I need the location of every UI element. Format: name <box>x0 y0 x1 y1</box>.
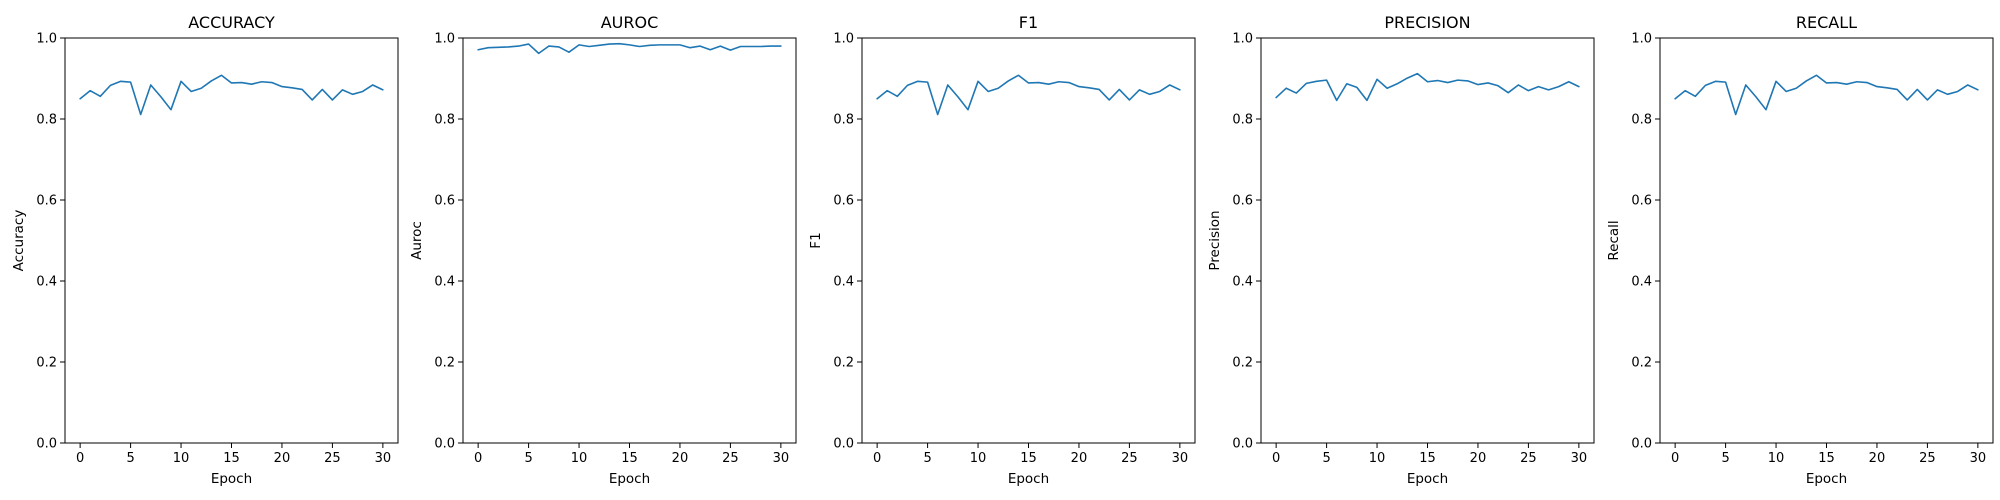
auroc-x-tick-label: 15 <box>621 451 638 466</box>
accuracy-x-tick-label: 15 <box>223 451 240 466</box>
f1-y-tick-label: 0.0 <box>833 437 854 452</box>
precision-x-tick-label: 30 <box>1571 451 1588 466</box>
auroc-x-axis-label: Epoch <box>609 471 650 487</box>
recall-series-line <box>1674 74 1979 116</box>
precision-y-tick-label: 0.4 <box>1232 275 1253 290</box>
precision-x-tick-label: 0 <box>1272 451 1280 466</box>
f1-y-tick-label: 0.2 <box>833 356 854 371</box>
recall-y-tick-label: 0.6 <box>1631 194 1652 209</box>
accuracy-y-tick-label: 0.2 <box>36 356 57 371</box>
f1-panel: 0 5 10 15 20 25 30 0.0 0.2 0.4 0.6 0.8 1.0 F1 Epoch F1 <box>808 13 1196 487</box>
auroc-y-tick-label: 0.2 <box>434 356 455 371</box>
precision-x-axis-label: Epoch <box>1407 471 1448 487</box>
auroc-y-tick-label: 0.8 <box>434 113 455 128</box>
auroc-series-line <box>477 42 782 55</box>
recall-x-tick-label: 25 <box>1919 451 1936 466</box>
precision-panel: 0 5 10 15 20 25 30 0.0 0.2 0.4 0.6 0.8 1.0 PRECISION E… <box>1207 13 1595 487</box>
recall-y-axis-label: Recall <box>1606 220 1622 260</box>
recall-x-axis-label: Epoch <box>1806 471 1847 487</box>
f1-x-tick-label: 30 <box>1172 451 1189 466</box>
precision-y-tick-label: 1.0 <box>1232 32 1253 47</box>
recall-x-tick-label: 20 <box>1869 451 1886 466</box>
auroc-panel: 0 5 10 15 20 25 30 0.0 0.2 0.4 0.6 0.8 1.0 AUROC Epoch… <box>409 13 797 487</box>
auroc-x-tick-label: 5 <box>524 451 532 466</box>
recall-panel: 0 5 10 15 20 25 30 0.0 0.2 0.4 0.6 0.8 1.0 RECALL Epoc… <box>1606 13 1994 487</box>
precision-y-tick-label: 0.6 <box>1232 194 1253 209</box>
recall-y-tick-label: 0.8 <box>1631 113 1652 128</box>
precision-y-tick-label: 0.8 <box>1232 113 1253 128</box>
recall-y-tick-label: 0.0 <box>1631 437 1652 452</box>
f1-x-tick-label: 15 <box>1020 451 1037 466</box>
recall-y-tick-label: 0.4 <box>1631 275 1652 290</box>
accuracy-x-tick-label: 5 <box>126 451 134 466</box>
auroc-x-tick-label: 0 <box>474 451 482 466</box>
precision-x-tick-label: 10 <box>1369 451 1386 466</box>
accuracy-panel: 0 5 10 15 20 25 30 0.0 0.2 0.4 0.6 0.8 1.0 ACCURACY Ep… <box>11 13 399 487</box>
auroc-y-tick-label: 1.0 <box>434 32 455 47</box>
precision-x-tick-label: 15 <box>1419 451 1436 466</box>
accuracy-y-tick-label: 0.4 <box>36 275 57 290</box>
auroc-y-tick-label: 0.4 <box>434 275 455 290</box>
accuracy-y-tick-label: 0.6 <box>36 194 57 209</box>
accuracy-y-tick-label: 0.8 <box>36 113 57 128</box>
f1-y-tick-label: 0.4 <box>833 275 854 290</box>
precision-x-tick-label: 20 <box>1470 451 1487 466</box>
auroc-x-tick-label: 10 <box>571 451 588 466</box>
auroc-y-axis-label: Auroc <box>409 221 425 260</box>
f1-y-tick-label: 0.6 <box>833 194 854 209</box>
f1-y-tick-label: 0.8 <box>833 113 854 128</box>
precision-y-tick-label: 0.0 <box>1232 437 1253 452</box>
recall-x-tick-label: 15 <box>1818 451 1835 466</box>
auroc-x-tick-label: 20 <box>672 451 689 466</box>
precision-y-tick-label: 0.2 <box>1232 356 1253 371</box>
recall-y-tick-label: 0.2 <box>1631 356 1652 371</box>
recall-x-tick-label: 30 <box>1970 451 1987 466</box>
accuracy-x-tick-label: 25 <box>324 451 341 466</box>
f1-x-tick-label: 5 <box>923 451 931 466</box>
recall-x-tick-label: 10 <box>1768 451 1785 466</box>
precision-series-line <box>1275 72 1580 102</box>
auroc-y-tick-label: 0.6 <box>434 194 455 209</box>
accuracy-x-tick-label: 20 <box>274 451 291 466</box>
precision-chart-title: PRECISION <box>1384 13 1470 32</box>
accuracy-series-line <box>79 74 384 116</box>
accuracy-y-tick-label: 0.0 <box>36 437 57 452</box>
recall-chart-title: RECALL <box>1796 13 1857 32</box>
precision-x-tick-label: 5 <box>1322 451 1330 466</box>
f1-x-tick-label: 10 <box>970 451 987 466</box>
accuracy-y-axis-label: Accuracy <box>11 210 27 272</box>
f1-series-line <box>876 74 1181 116</box>
accuracy-x-tick-label: 0 <box>76 451 84 466</box>
auroc-y-tick-label: 0.0 <box>434 437 455 452</box>
accuracy-x-tick-label: 10 <box>173 451 190 466</box>
f1-x-tick-label: 20 <box>1071 451 1088 466</box>
precision-y-axis-label: Precision <box>1207 210 1223 270</box>
recall-x-tick-label: 5 <box>1721 451 1729 466</box>
accuracy-x-axis-label: Epoch <box>211 471 252 487</box>
f1-y-axis-label: F1 <box>808 232 824 248</box>
f1-x-axis-label: Epoch <box>1008 471 1049 487</box>
f1-y-tick-label: 1.0 <box>833 32 854 47</box>
precision-x-tick-label: 25 <box>1520 451 1537 466</box>
auroc-x-tick-label: 30 <box>773 451 790 466</box>
f1-x-tick-label: 25 <box>1121 451 1138 466</box>
auroc-x-tick-label: 25 <box>722 451 739 466</box>
accuracy-chart-title: ACCURACY <box>188 13 275 32</box>
accuracy-x-tick-label: 30 <box>375 451 392 466</box>
auroc-chart-title: AUROC <box>601 13 659 32</box>
f1-x-tick-label: 0 <box>873 451 881 466</box>
recall-y-tick-label: 1.0 <box>1631 32 1652 47</box>
accuracy-y-tick-label: 1.0 <box>36 32 57 47</box>
f1-chart-title: F1 <box>1019 13 1038 32</box>
recall-x-tick-label: 0 <box>1671 451 1679 466</box>
